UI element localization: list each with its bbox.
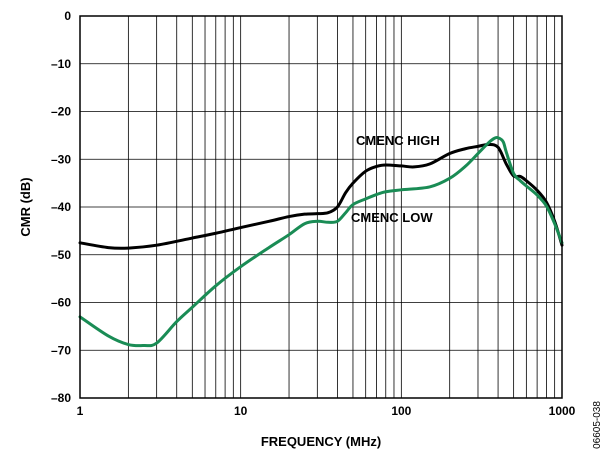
x-axis-title: FREQUENCY (MHz) [261, 434, 381, 449]
series-lines [78, 135, 564, 348]
y-tick-label: –40 [51, 200, 71, 214]
y-tick-label: –10 [51, 57, 71, 71]
y-tick-labels: 0 –10 –20 –30 –40 –50 –60 –70 –80 [51, 9, 71, 405]
grid [80, 16, 562, 398]
plot-frame [79, 15, 563, 399]
y-axis-title: CMR (dB) [18, 177, 33, 236]
x-tick-label: 1 [77, 404, 84, 418]
y-tick-label: –80 [51, 391, 71, 405]
y-tick-label: –60 [51, 296, 71, 310]
series-line-cmenc-low [78, 135, 564, 348]
figure-id: 06605-038 [592, 401, 603, 449]
series-line-cmenc-high [78, 142, 564, 250]
y-tick-label: –70 [51, 343, 71, 357]
y-tick-label: –50 [51, 248, 71, 262]
y-tick-label: –30 [51, 152, 71, 166]
x-tick-label: 10 [234, 404, 248, 418]
x-tick-label: 1000 [549, 404, 576, 418]
y-tick-label: –20 [51, 105, 71, 119]
x-tick-label: 100 [391, 404, 411, 418]
annotation-cmenc-high: CMENC HIGH [356, 133, 440, 148]
y-tick-label: 0 [64, 9, 71, 23]
x-tick-labels: 1 10 100 1000 [77, 404, 576, 418]
annotation-cmenc-low: CMENC LOW [351, 210, 433, 225]
